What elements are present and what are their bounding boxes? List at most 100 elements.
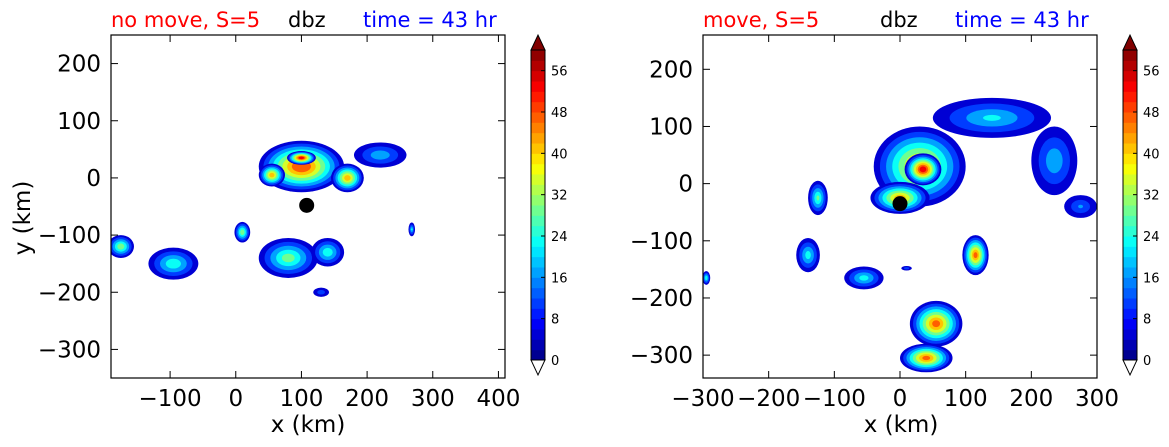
colorbar-tick-label: 48 xyxy=(551,106,568,121)
colorbar-band xyxy=(1123,50,1137,61)
echo-cell-11-level-26 xyxy=(816,195,820,201)
echo-cell-7-level-44 xyxy=(922,355,931,361)
y-tick-label: −200 xyxy=(38,280,101,306)
panel-left-title-case: no move, S=5 xyxy=(111,8,260,32)
x-tick-label: 200 xyxy=(345,386,389,412)
echo-cell-10-level-20 xyxy=(805,251,811,260)
colorbar-band xyxy=(1123,174,1137,185)
colorbar-band xyxy=(531,225,545,237)
echo-cell-1-level-50 xyxy=(919,166,927,173)
echo-cell-5-level-14 xyxy=(1078,204,1084,209)
echo-cell-8-level-26 xyxy=(117,243,125,250)
right-x-axis-label: x (km) xyxy=(864,412,939,438)
colorbar-band xyxy=(531,277,545,289)
echo-cell-1-level-50 xyxy=(298,156,305,160)
echo-cell-6-level-44 xyxy=(932,320,941,328)
panel-right-title-time: time = 43 hr xyxy=(955,8,1089,32)
colorbar-tick-label: 16 xyxy=(1143,271,1160,286)
y-tick-label: 0 xyxy=(86,166,101,192)
colorbar-band xyxy=(1123,112,1137,123)
colorbar-band xyxy=(1123,256,1137,268)
colorbar-band xyxy=(1123,329,1137,340)
colorbar-band xyxy=(1123,287,1137,299)
y-tick-label: −100 xyxy=(38,223,101,249)
y-tick-label: 200 xyxy=(649,57,693,83)
colorbar-extend-max xyxy=(530,33,546,51)
x-tick-label: 300 xyxy=(1075,386,1119,412)
colorbar-tick-label: 40 xyxy=(1143,147,1160,162)
colorbar-band xyxy=(531,236,545,247)
colorbar-tick-label: 56 xyxy=(1143,65,1160,80)
reflectivity-echoes xyxy=(111,140,416,297)
y-tick-label: −100 xyxy=(630,229,693,255)
echo-cell-11-level-8 xyxy=(317,290,325,295)
colorbar-band xyxy=(1123,70,1137,82)
y-tick-label: −300 xyxy=(38,337,101,363)
colorbar-frame xyxy=(1122,49,1138,361)
colorbar-band xyxy=(1123,246,1137,258)
colorbar-band xyxy=(531,122,545,134)
x-tick-label: 300 xyxy=(411,386,455,412)
right-panel: move, S=5 dbz time = 43 hr −300 −200 −100 0… xyxy=(630,8,1119,438)
colorbar-band xyxy=(1123,277,1137,289)
colorbar-band xyxy=(1123,349,1137,361)
x-tick-label: 100 xyxy=(944,386,988,412)
colorbar-band xyxy=(1123,101,1137,113)
colorbar-band xyxy=(531,205,545,216)
colorbar-band xyxy=(531,101,545,113)
right-colorbar: 0 8 16 24 32 40 48 56 xyxy=(1122,33,1160,377)
left-y-axis-label: y (km) xyxy=(10,181,36,256)
colorbar-tick-label: 56 xyxy=(551,65,568,80)
colorbar-band xyxy=(1123,143,1137,154)
colorbar-band xyxy=(531,194,545,206)
colorbar-band xyxy=(531,70,545,82)
colorbar-band xyxy=(531,287,545,299)
left-contour-plot: −100 0 100 200 300 400 −300 −200 −100 0 100 200 xyxy=(38,34,520,412)
colorbar-band xyxy=(531,81,545,92)
colorbar-extend-max xyxy=(1122,33,1138,51)
storm-center-marker xyxy=(299,197,315,213)
x-tick-label: −100 xyxy=(139,386,202,412)
echo-cell-3-level-20 xyxy=(983,114,1001,121)
x-tick-label: 0 xyxy=(893,386,908,412)
colorbar-tick-label: 0 xyxy=(551,354,559,369)
colorbar-band xyxy=(1123,267,1137,278)
echo-cell-2-level-38 xyxy=(344,175,351,181)
colorbar-band xyxy=(531,174,545,185)
colorbar-band xyxy=(531,153,545,165)
plot-frame xyxy=(110,34,506,379)
colorbar-band xyxy=(531,112,545,123)
echo-cell-5-level-26 xyxy=(281,253,295,263)
colorbar-band xyxy=(1123,215,1137,227)
colorbar-band xyxy=(1123,122,1137,134)
y-tick-label: 100 xyxy=(649,114,693,140)
colorbar-band xyxy=(531,298,545,309)
right-contour-plot: −300 −200 −100 0 100 200 300−300−200−100010020… xyxy=(630,34,1119,412)
colorbar-extend-min xyxy=(1122,359,1138,377)
reflectivity-echoes xyxy=(703,97,1097,373)
colorbar-frame xyxy=(530,49,546,361)
x-tick-label: 400 xyxy=(476,386,520,412)
colorbar-band xyxy=(531,349,545,361)
echo-cell-7-level-20 xyxy=(165,258,181,269)
colorbar-band xyxy=(1123,91,1137,103)
x-tick-label: −300 xyxy=(671,386,734,412)
left-x-axis-label: x (km) xyxy=(271,412,346,438)
y-tick-label: −300 xyxy=(630,343,693,369)
colorbar-band xyxy=(1123,153,1137,165)
echo-cell-8-level-44 xyxy=(973,252,978,259)
colorbar-tick-label: 16 xyxy=(551,271,568,286)
y-tick-label: 200 xyxy=(57,52,101,78)
colorbar-band xyxy=(531,91,545,103)
colorbar-tick-label: 48 xyxy=(1143,106,1160,121)
colorbar-band xyxy=(1123,236,1137,247)
colorbar-tick-label: 8 xyxy=(551,313,559,328)
x-tick-label: 0 xyxy=(228,386,243,412)
colorbar-band xyxy=(531,184,545,196)
y-tick-label: −200 xyxy=(630,286,693,312)
colorbar-band xyxy=(531,50,545,61)
colorbar-tick-label: 40 xyxy=(551,147,568,162)
colorbar-band xyxy=(531,215,545,227)
y-tick-label: 100 xyxy=(57,109,101,135)
